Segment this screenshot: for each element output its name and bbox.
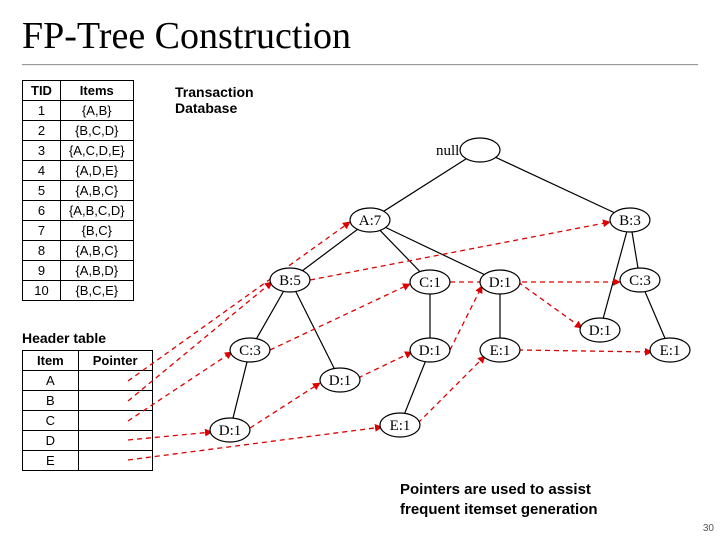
page-number: 30	[703, 523, 714, 534]
footer-l2: frequent itemset generation	[400, 500, 598, 520]
footer-note: Pointers are used to assist frequent ite…	[400, 480, 598, 519]
svg-text:D:1: D:1	[589, 323, 612, 339]
svg-text:D:1: D:1	[329, 373, 352, 389]
fp-tree-diagram: null A:7 B:3 B:5 C:1 D:1 C:3 C:3 D:1 D:1 E:1 D:1 E:1…	[0, 0, 720, 540]
svg-text:B:3: B:3	[619, 213, 641, 229]
svg-text:D:1: D:1	[219, 423, 242, 439]
svg-text:A:7: A:7	[359, 213, 382, 229]
svg-text:E:1: E:1	[490, 343, 511, 359]
svg-text:E:1: E:1	[660, 343, 681, 359]
footer-l1: Pointers are used to assist	[400, 480, 598, 500]
svg-text:D:1: D:1	[489, 275, 512, 291]
svg-text:C:3: C:3	[629, 273, 651, 289]
svg-text:C:3: C:3	[239, 343, 261, 359]
svg-text:C:1: C:1	[419, 275, 441, 291]
svg-text:D:1: D:1	[419, 343, 442, 359]
svg-text:null: null	[436, 143, 459, 159]
svg-text:B:5: B:5	[279, 273, 301, 289]
svg-text:E:1: E:1	[390, 418, 411, 434]
